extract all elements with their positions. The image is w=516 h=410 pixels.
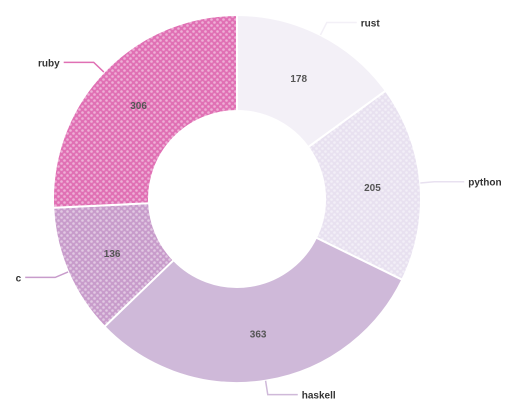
category-label-rust: rust: [361, 19, 381, 30]
leader-line-python: [420, 180, 465, 184]
value-label-ruby: 306: [130, 101, 147, 112]
value-label-python: 205: [364, 183, 381, 194]
category-label-python: python: [468, 178, 501, 189]
leader-lines-layer: [25, 21, 465, 396]
category-label-haskell: haskell: [302, 391, 336, 402]
leader-line-rust: [319, 21, 357, 36]
category-label-c: c: [16, 273, 22, 284]
value-label-c: 136: [104, 249, 121, 260]
leader-line-ruby: [63, 61, 105, 73]
slice-haskell[interactable]: [103, 236, 404, 384]
leader-line-c: [25, 271, 69, 279]
value-label-rust: 178: [290, 74, 307, 85]
category-label-ruby: ruby: [38, 58, 60, 69]
value-label-haskell: 363: [250, 329, 267, 340]
slices-layer: [52, 14, 422, 384]
leader-line-haskell: [264, 380, 298, 396]
labels-layer: 178 rust 205 python 363 haskell 136 c 306 ruby: [16, 19, 502, 402]
